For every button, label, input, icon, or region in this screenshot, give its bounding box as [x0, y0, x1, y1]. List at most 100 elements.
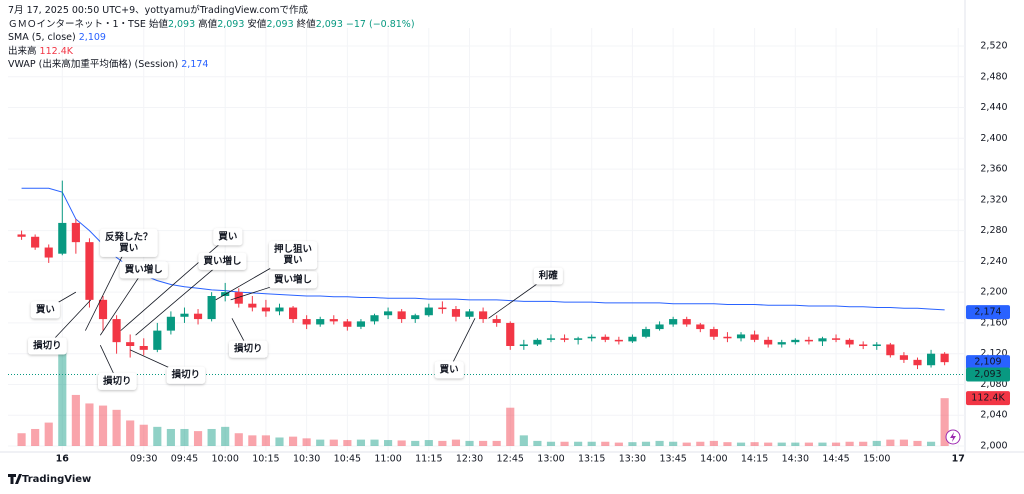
volume-bar	[126, 420, 135, 446]
candle-body	[85, 242, 94, 300]
x-tick-label: 10:15	[252, 454, 279, 465]
volume-bar	[329, 439, 338, 446]
candle-body	[655, 324, 664, 330]
volume-bar	[451, 439, 461, 446]
volume-bar	[17, 433, 26, 446]
candle-body	[669, 319, 678, 325]
price-badge-label: 2,174	[974, 307, 1001, 318]
logo	[8, 474, 22, 484]
change: −17 (−0.81%)	[345, 18, 415, 30]
y-tick-label: 2,520	[980, 41, 1007, 52]
x-tick-label: 11:15	[415, 454, 442, 465]
candle-body	[641, 329, 651, 337]
x-tick-label: 13:15	[578, 454, 605, 465]
candle-body	[628, 336, 637, 342]
x-tick-label: 15:00	[863, 454, 890, 465]
ohlc-value: 2,093	[266, 18, 294, 30]
annotation: 損切り	[98, 372, 137, 390]
annotation-box	[98, 372, 137, 390]
callout-line	[85, 242, 130, 331]
x-tick-label: 14:45	[822, 454, 849, 465]
volume-row: 出来高 112.4K	[8, 45, 415, 59]
candle-body	[193, 313, 203, 320]
plot	[8, 28, 965, 452]
x-tick-label: 13:45	[659, 454, 686, 465]
annotation-text: 買い	[218, 231, 237, 242]
volume-bar	[723, 442, 732, 446]
caption: 7月 17, 2025 00:50 UTC+9、yottyamuがTrading…	[8, 5, 309, 16]
candle-body	[506, 322, 515, 346]
candle-body	[546, 338, 556, 340]
candle-body	[302, 319, 311, 325]
y-tick-label: 2,480	[980, 71, 1007, 82]
candle-body	[614, 339, 623, 342]
volume-bar	[628, 442, 637, 446]
y-tick-label: 2,120	[980, 348, 1007, 359]
y-tick-label: 2,160	[980, 317, 1007, 328]
x-tick-label: 10:45	[334, 454, 361, 465]
volume-bar	[370, 439, 379, 446]
candle-body	[791, 339, 800, 343]
ohlc-value: 2,093	[217, 18, 245, 30]
vwap-row: VWAP (出来高加重平均価格) (Session) 2,174	[8, 58, 415, 72]
annotation-box	[119, 261, 168, 279]
volume-bar	[479, 440, 488, 446]
candle-body	[764, 339, 773, 345]
candle-body	[166, 316, 175, 331]
volume-bar	[275, 437, 284, 446]
volume-bar	[641, 441, 651, 446]
candle-body	[492, 319, 501, 323]
candle-body	[17, 234, 26, 237]
legend: 7月 17, 2025 00:50 UTC+9、yottyamuがTrading…	[8, 4, 415, 72]
volume-bar	[940, 398, 949, 446]
price-badge	[966, 367, 1010, 382]
volume-bar	[696, 441, 705, 446]
candle-body	[899, 355, 908, 360]
candle-body	[601, 336, 610, 340]
volume-bar	[302, 438, 311, 446]
ohlc-key: 終値	[296, 18, 316, 30]
volume-bar	[71, 394, 80, 446]
sma-name: SMA (5, close)	[8, 32, 76, 43]
volume-bar	[926, 441, 936, 446]
candle-body	[872, 344, 881, 346]
volume-bar	[207, 428, 216, 446]
candle-body	[58, 222, 67, 254]
candle-body	[71, 222, 80, 243]
candle-body	[574, 338, 583, 340]
volume-bar	[288, 436, 298, 446]
volume-bar	[356, 439, 366, 446]
volume-bar	[465, 440, 474, 446]
candle-body	[831, 338, 841, 340]
annotation-box	[28, 337, 67, 355]
annotation-text: 買い増し	[125, 263, 163, 275]
annotation-text: 反発した？	[105, 231, 153, 243]
candle-body	[112, 319, 121, 343]
alert-icon	[950, 432, 956, 442]
annotation-text: 押し狙い	[274, 243, 312, 255]
volume-bar	[831, 442, 841, 446]
volume-bar	[818, 442, 827, 446]
callout-line	[135, 261, 223, 336]
annotation-box	[100, 228, 158, 257]
volume-bar	[546, 441, 556, 446]
callout-line	[99, 269, 145, 336]
candle-body	[886, 344, 895, 356]
annotation: 買い	[213, 228, 243, 246]
volume-bar	[85, 403, 94, 446]
volume-bar	[709, 440, 718, 446]
volume-badge	[966, 391, 1010, 406]
candle-body	[98, 299, 108, 320]
annotation-box	[166, 366, 206, 384]
volume-bar	[234, 433, 243, 446]
volume-bar	[736, 442, 746, 446]
volume-bar	[31, 428, 40, 446]
y-tick-label: 2,360	[980, 164, 1007, 175]
price-badge-label: 2,109	[974, 357, 1001, 368]
candle-body	[234, 292, 243, 304]
candle-body	[709, 329, 718, 337]
y-tick-label: 2,200	[980, 287, 1007, 298]
annotation-text: 買い増し	[203, 255, 241, 267]
annotation: 買い増し	[198, 252, 247, 270]
